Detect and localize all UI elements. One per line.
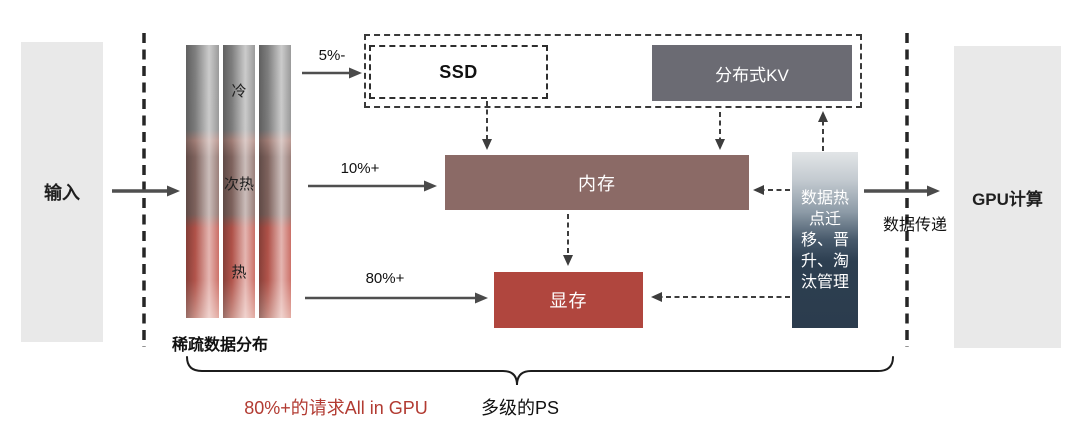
bars-caption: 稀疏数据分布 bbox=[172, 337, 269, 354]
external-storage-container bbox=[364, 34, 862, 108]
input-panel: 输入 bbox=[21, 42, 103, 342]
input-panel-label: 输入 bbox=[44, 183, 80, 203]
bar-segment-cold-label: 冷 bbox=[231, 83, 247, 100]
hotspot-manager-box: 数据热点迁移、晋升、淘汰管理 bbox=[792, 152, 858, 328]
ssd-box: SSD bbox=[369, 45, 548, 99]
hotspot-manager-label: 数据热点迁移、晋升、淘汰管理 bbox=[800, 189, 849, 291]
gpu-compute-panel: GPU计算 bbox=[954, 46, 1061, 348]
multilevel-ps-brace bbox=[186, 356, 894, 386]
rate-label-hot: 80%+ bbox=[365, 270, 405, 287]
memory-box-label: 内存 bbox=[578, 173, 616, 194]
distributed-kv-box: 分布式KV bbox=[652, 45, 852, 101]
gpu-compute-label: GPU计算 bbox=[972, 189, 1043, 209]
distributed-kv-label: 分布式KV bbox=[715, 65, 789, 85]
rate-label-warm: 10%+ bbox=[340, 160, 380, 177]
bar-segment-hot-label: 热 bbox=[231, 264, 247, 281]
vram-box-label: 显存 bbox=[549, 291, 588, 311]
bar-segment-warm-label: 次热 bbox=[223, 176, 254, 193]
memory-box: 内存 bbox=[445, 155, 749, 210]
distribution-bar-3 bbox=[259, 45, 291, 318]
rate-label-cold: 5%- bbox=[318, 47, 346, 64]
ssd-box-label: SSD bbox=[439, 61, 478, 82]
distribution-bar-1 bbox=[186, 45, 219, 318]
data-transfer-label: 数据传递 bbox=[882, 217, 947, 234]
gpu-request-note: 80%+的请求All in GPU bbox=[244, 398, 428, 418]
distribution-bar-2 bbox=[223, 45, 255, 318]
multilevel-ps-note: 多级的PS bbox=[480, 398, 559, 418]
vram-box: 显存 bbox=[494, 272, 643, 328]
